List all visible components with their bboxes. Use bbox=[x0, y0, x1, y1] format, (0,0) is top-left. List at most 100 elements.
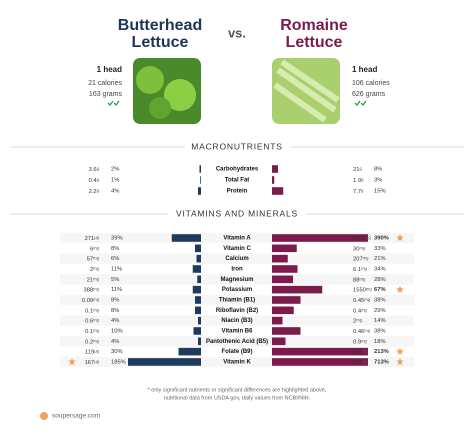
nutrient-label: Iron bbox=[231, 267, 243, 273]
unit: g bbox=[361, 188, 364, 193]
left-pct: 4% bbox=[111, 318, 119, 324]
nutrient-label: Riboflavin (B2) bbox=[216, 308, 258, 314]
left-pct: 30% bbox=[111, 349, 123, 355]
right-bar bbox=[272, 165, 278, 173]
unit: mg bbox=[361, 266, 367, 271]
right-pct: 67% bbox=[374, 287, 386, 293]
amount: 0.09 bbox=[82, 298, 93, 304]
left-amount: 0.1mg bbox=[85, 307, 100, 313]
left-pct: 1% bbox=[111, 178, 119, 184]
unit: mg bbox=[93, 287, 99, 292]
nutrient-label: Vitamin B6 bbox=[222, 329, 254, 335]
left-amount: 2mg bbox=[90, 266, 100, 272]
star bbox=[68, 357, 76, 366]
left-amount: 167μg bbox=[85, 359, 100, 365]
right-bar bbox=[272, 187, 284, 195]
unit: mg bbox=[363, 256, 369, 261]
right-bar bbox=[272, 347, 368, 356]
amount: 388 bbox=[84, 287, 94, 293]
amount: 2730 bbox=[353, 236, 366, 242]
grams: 163 grams bbox=[89, 91, 123, 98]
right-amount: 207mg bbox=[353, 256, 369, 262]
star bbox=[396, 347, 404, 355]
nutrient-label: Carbohydrates bbox=[216, 167, 259, 173]
amount: 642 bbox=[353, 359, 363, 365]
unit: mg bbox=[93, 276, 99, 281]
right-name: Romaine bbox=[280, 17, 348, 34]
footnote: * only significant nutrients or signific… bbox=[148, 387, 327, 393]
right-pct: 14% bbox=[374, 318, 386, 324]
row-stripe bbox=[60, 315, 414, 326]
star bbox=[396, 234, 404, 242]
row-stripe bbox=[60, 294, 414, 306]
right-amount: 1550mg bbox=[353, 287, 372, 293]
amount: 271 bbox=[85, 236, 95, 242]
left-bar bbox=[178, 347, 201, 356]
left-pct: 6% bbox=[111, 256, 119, 262]
unit: g bbox=[97, 188, 100, 193]
left-amount: 0.09mg bbox=[82, 297, 100, 303]
unit: g bbox=[97, 177, 100, 182]
unit: g bbox=[361, 177, 364, 182]
unit: mg bbox=[359, 276, 365, 281]
right-pct: 18% bbox=[374, 339, 386, 345]
unit: mg bbox=[93, 256, 99, 261]
unit: mg bbox=[359, 245, 365, 250]
left-bar bbox=[198, 316, 201, 325]
left-pct: 11% bbox=[111, 267, 122, 273]
unit: mg bbox=[93, 328, 99, 333]
right-bar bbox=[272, 358, 368, 366]
amount: 0.4 bbox=[89, 178, 98, 184]
left-pct: 4% bbox=[111, 339, 119, 345]
right-amount: 6.1mg bbox=[353, 266, 368, 272]
right-pct: 38% bbox=[374, 298, 386, 304]
right-pct: 29% bbox=[374, 308, 386, 314]
right-pct: 390% bbox=[374, 236, 389, 242]
unit: mg bbox=[93, 245, 99, 250]
right-bar bbox=[272, 285, 323, 294]
unit: mg bbox=[93, 307, 99, 312]
check-icon bbox=[107, 100, 120, 106]
nutrient-label: Thiamin (B1) bbox=[219, 298, 255, 304]
nutrient-label: Vitamin A bbox=[223, 236, 251, 242]
left-bar bbox=[128, 358, 201, 366]
nutrient-label: Protein bbox=[227, 189, 248, 195]
left-pct: 10% bbox=[111, 329, 123, 335]
right-bar bbox=[272, 306, 294, 315]
row-stripe bbox=[60, 253, 414, 264]
nutrient-label: Calcium bbox=[225, 256, 248, 262]
right-pct: 28% bbox=[374, 277, 386, 283]
vs: vs. bbox=[228, 25, 246, 40]
left-bar bbox=[193, 327, 201, 335]
left-bar bbox=[196, 254, 201, 263]
unit: mg bbox=[93, 297, 99, 302]
right-bar bbox=[272, 337, 286, 346]
amount: 30 bbox=[353, 246, 359, 252]
unit: μg bbox=[94, 349, 99, 354]
right-bar bbox=[272, 265, 298, 273]
nutrient-label: Folate (B9) bbox=[221, 349, 252, 355]
amount: 851 bbox=[353, 349, 363, 355]
check-icon bbox=[354, 100, 367, 106]
right-amount: 30mg bbox=[353, 245, 366, 251]
left-pct: 8% bbox=[111, 298, 119, 304]
right-bar bbox=[272, 244, 297, 253]
left-bar bbox=[198, 337, 201, 346]
unit: mg bbox=[93, 266, 99, 271]
unit: μg bbox=[94, 359, 99, 364]
row-stripe bbox=[60, 232, 414, 244]
left-pct: 39% bbox=[111, 236, 123, 242]
amount: 6 bbox=[90, 246, 93, 252]
calories: 106 calories bbox=[352, 80, 390, 87]
left-amount: 2.2g bbox=[89, 188, 100, 194]
amount: 0.4 bbox=[353, 308, 362, 314]
right-pct: 34% bbox=[374, 267, 386, 273]
right-amount: 2mg bbox=[353, 318, 363, 324]
amount: 21 bbox=[353, 167, 359, 173]
right-bar bbox=[272, 176, 275, 184]
unit: μg bbox=[363, 359, 368, 364]
nutrient-label: Niacin (B3) bbox=[221, 318, 252, 324]
amount: 2.2 bbox=[89, 189, 97, 195]
left-pct: 4% bbox=[111, 189, 119, 195]
serving: 1 head bbox=[97, 65, 122, 74]
